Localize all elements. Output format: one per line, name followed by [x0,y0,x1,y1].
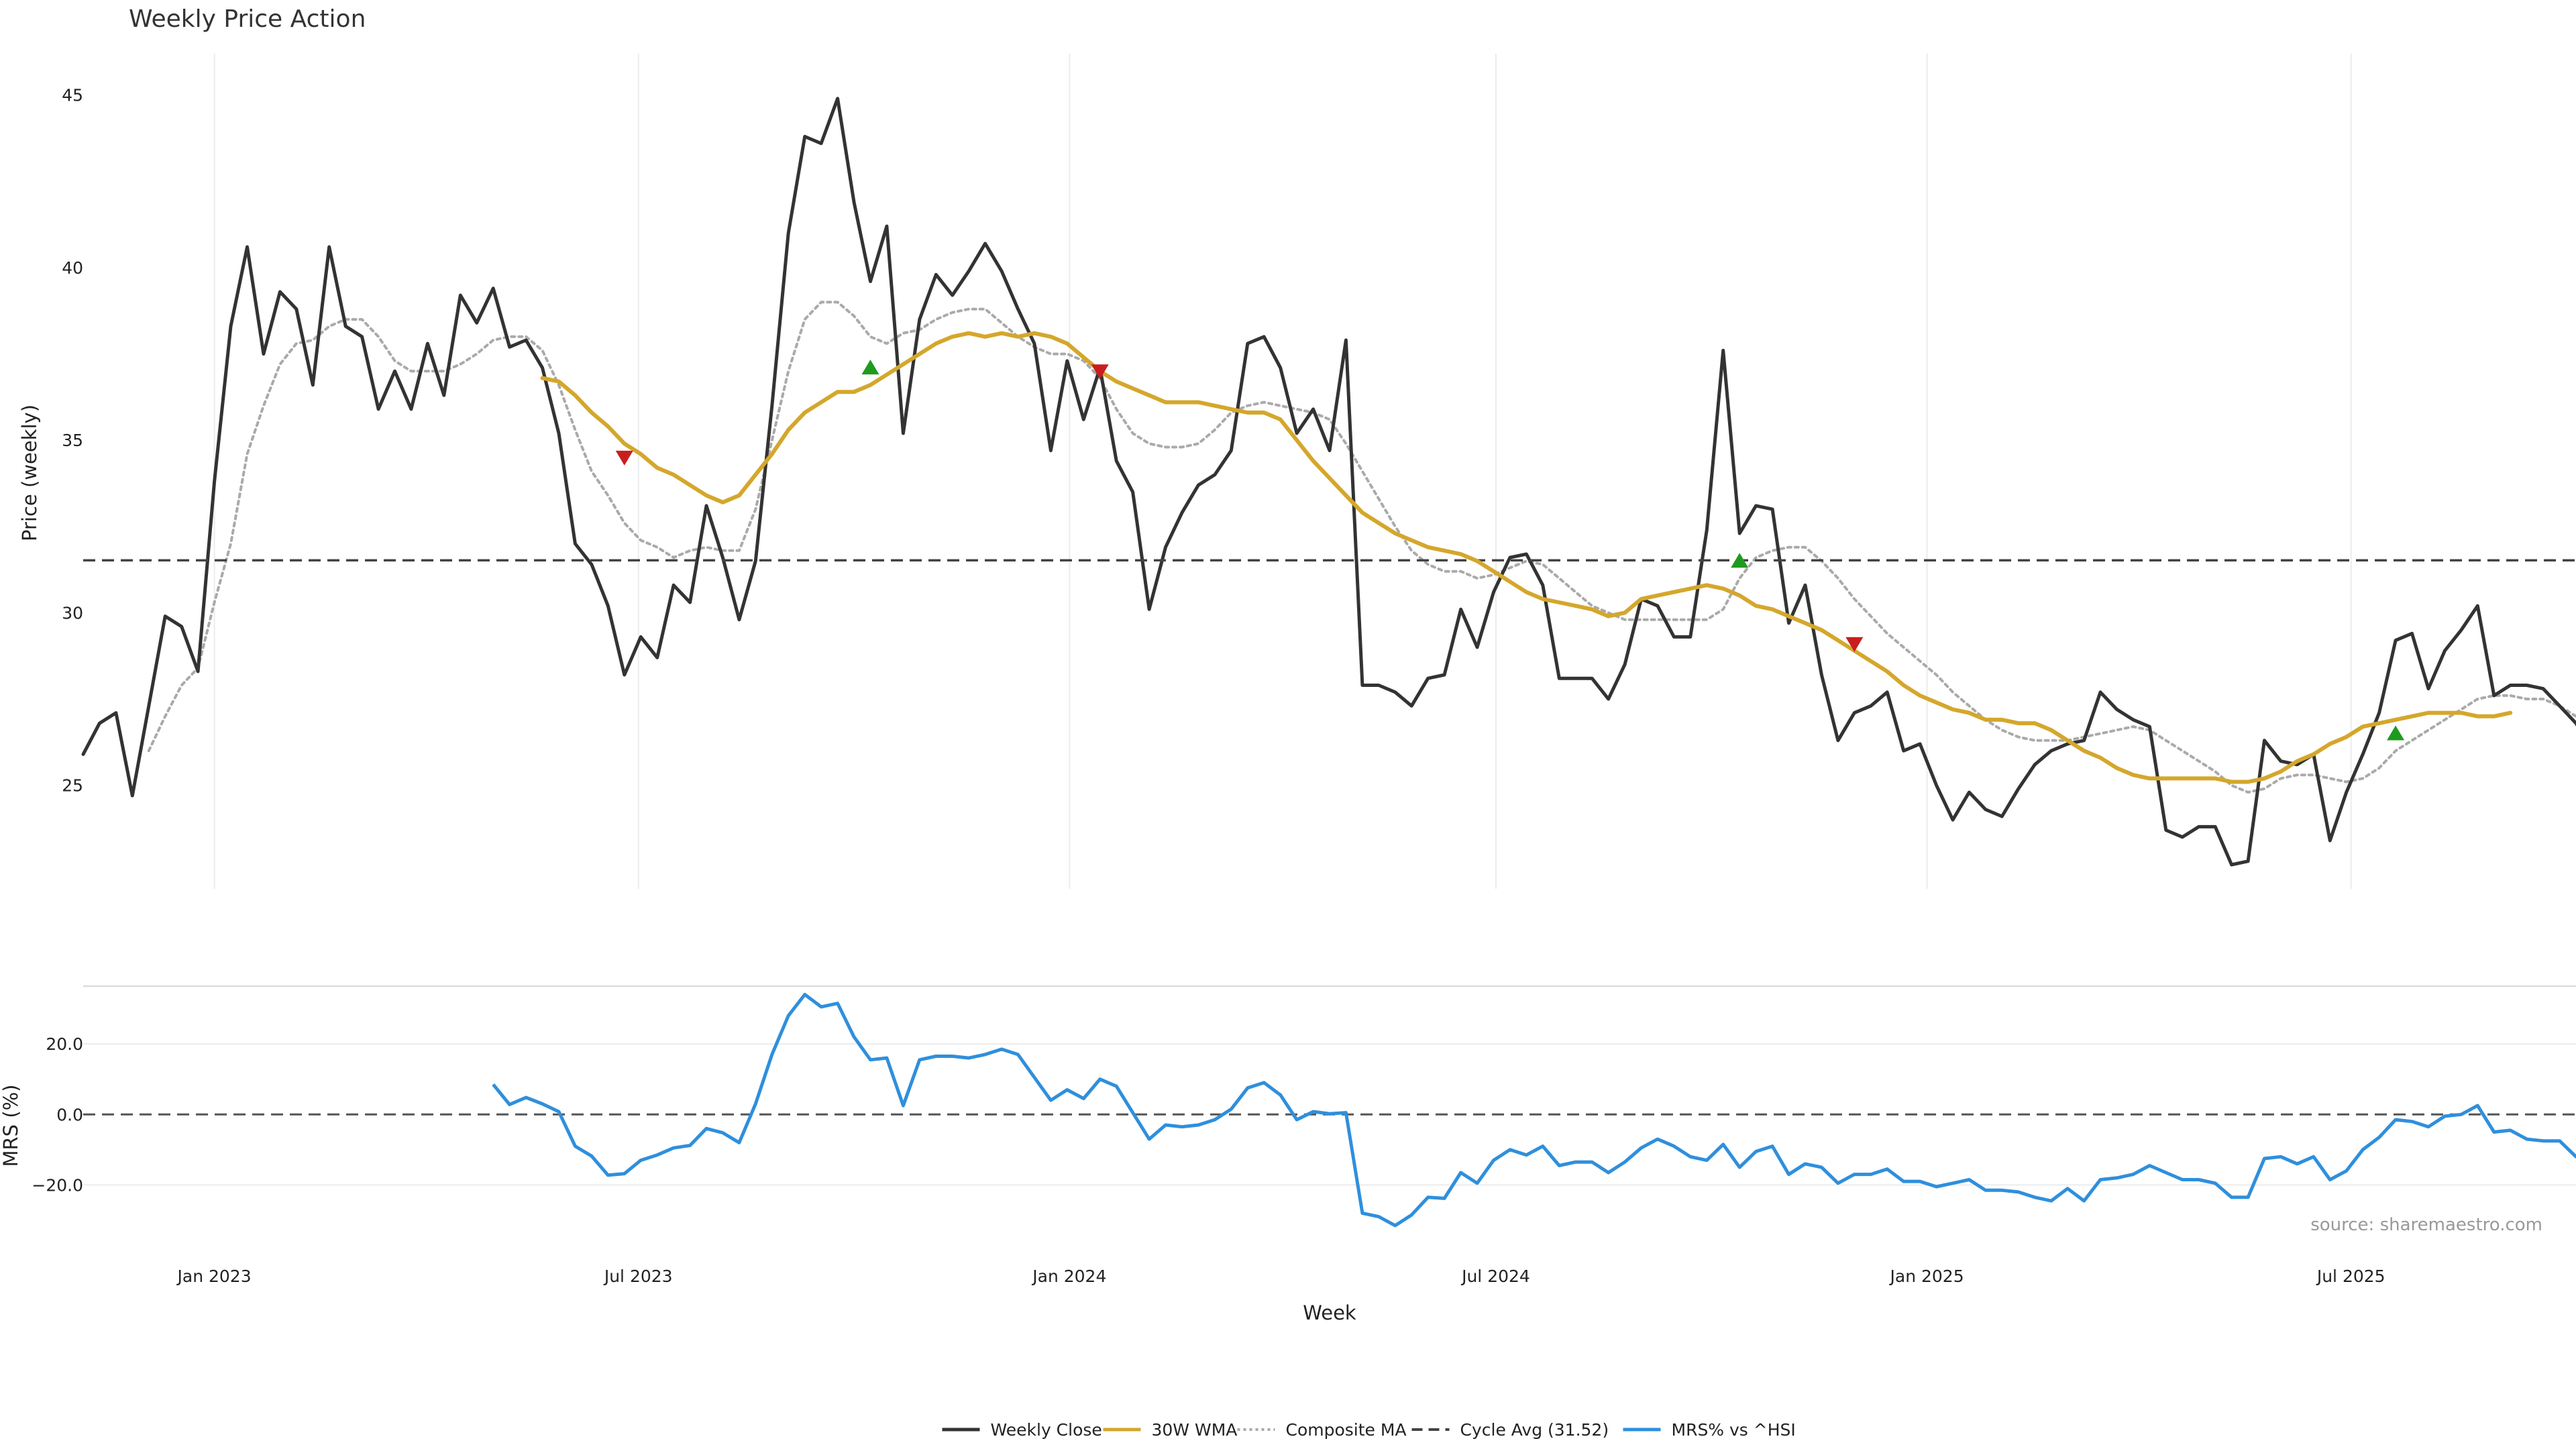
legend: Weekly Close 30W WMA Composite MA Cycle Avg… [942,1420,1796,1440]
mrs-y-tick-label: −20.0 [32,1175,83,1195]
price-y-tick-label: 40 [62,258,83,278]
legend-label: Composite MA [1286,1420,1407,1440]
price-panel: 25 30 35 40 45 [62,54,2576,889]
series-mrs-vs-hsi [492,993,2576,1228]
source-note: source: sharemaestro.com [2310,1215,2542,1235]
price-y-tick-label: 30 [62,603,83,623]
x-axis: Jan 2023 Jul 2023 Jan 2024 Jul 2024 Jan 2025… [176,1267,2385,1286]
legend-label: MRS% vs ^HSI [1672,1420,1796,1440]
legend-label: Weekly Close [991,1420,1102,1440]
series-composite-ma [147,301,2576,794]
sell-signal-marker [1845,637,1864,652]
mrs-y-tick-label: 0.0 [56,1105,83,1124]
series-30w-wma [540,331,2513,784]
sell-signal-marker [615,450,633,466]
x-tick-label: Jul 2025 [2316,1267,2385,1286]
x-tick-label: Jul 2023 [603,1267,673,1286]
mrs-panel: −20.0 0.0 20.0 [32,985,2576,1228]
legend-label: Cycle Avg (31.52) [1460,1420,1609,1440]
price-y-tick-label: 45 [62,86,83,105]
x-tick-label: Jan 2025 [1889,1267,1964,1286]
mrs-axis-label: MRS (%) [0,1085,22,1167]
legend-label: 30W WMA [1152,1420,1238,1440]
sell-signal-marker [1091,364,1109,380]
buy-signal-marker [1731,553,1749,568]
price-y-tick-label: 35 [62,431,83,450]
buy-signal-marker [861,360,879,375]
chart-title: Weekly Price Action [129,5,366,33]
buy-signal-marker [2387,725,2405,741]
x-axis-label: Week [1303,1301,1356,1324]
series-weekly-close [81,97,2576,867]
mrs-y-tick-label: 20.0 [46,1034,83,1054]
price-y-tick-label: 25 [62,776,83,796]
x-tick-label: Jan 2024 [1031,1267,1106,1286]
x-tick-label: Jul 2024 [1460,1267,1530,1286]
price-axis-label: Price (weekly) [18,405,41,541]
x-tick-label: Jan 2023 [176,1267,252,1286]
